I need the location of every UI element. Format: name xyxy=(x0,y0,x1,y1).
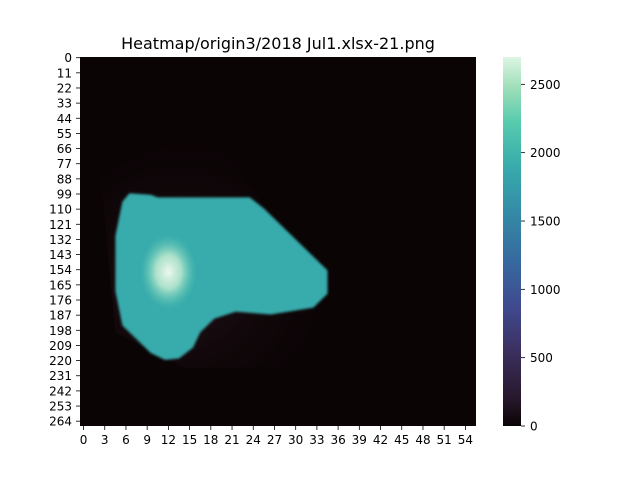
x-tick-label: 39 xyxy=(352,433,367,447)
y-tick-label: 33 xyxy=(57,97,72,111)
x-tick-label: 27 xyxy=(267,433,282,447)
x-tick-label: 54 xyxy=(458,433,473,447)
y-tick-label: 77 xyxy=(57,157,72,171)
y-tick-label: 176 xyxy=(49,294,72,308)
y-tick-label: 121 xyxy=(49,218,72,232)
x-tick-label: 9 xyxy=(143,433,151,447)
x-tick-label: 45 xyxy=(394,433,409,447)
x-tick-label: 15 xyxy=(182,433,197,447)
y-tick-label: 55 xyxy=(57,127,72,141)
colorbar xyxy=(503,57,521,426)
x-tick-label: 3 xyxy=(101,433,109,447)
y-tick-label: 132 xyxy=(49,233,72,247)
y-tick-label: 66 xyxy=(57,142,72,156)
heatmap-region-hot-core xyxy=(140,234,197,309)
y-tick-label: 264 xyxy=(49,415,72,429)
y-tick-label: 198 xyxy=(49,324,72,338)
x-tick-label: 42 xyxy=(373,433,388,447)
y-tick-label: 22 xyxy=(57,81,72,95)
y-tick-label: 88 xyxy=(57,172,72,186)
x-tick-label: 30 xyxy=(288,433,303,447)
colorbar-tick-label: 2500 xyxy=(530,78,561,92)
x-tick-label: 33 xyxy=(309,433,324,447)
colorbar-tick-label: 1000 xyxy=(530,283,561,297)
x-axis: 0 3 6 9 12 15 18 21 24 27 30 33 36 39 42 45 48 51 54 xyxy=(80,426,473,447)
x-tick-label: 6 xyxy=(122,433,130,447)
y-tick-label: 165 xyxy=(49,278,72,292)
y-tick-label: 253 xyxy=(49,400,72,414)
y-tick-label: 209 xyxy=(49,339,72,353)
x-tick-label: 51 xyxy=(437,433,452,447)
y-tick-label: 11 xyxy=(57,66,72,80)
x-tick-label: 21 xyxy=(224,433,239,447)
colorbar-tick-label: 2000 xyxy=(530,146,561,160)
x-tick-label: 18 xyxy=(203,433,218,447)
y-tick-label: 187 xyxy=(49,309,72,323)
y-tick-label: 231 xyxy=(49,369,72,383)
x-tick-label: 48 xyxy=(415,433,430,447)
y-tick-label: 220 xyxy=(49,354,72,368)
chart-title: Heatmap/origin3/2018 Jul1.xlsx-21.png xyxy=(121,34,435,53)
x-tick-label: 24 xyxy=(246,433,261,447)
y-tick-label: 143 xyxy=(49,248,72,262)
heatmap-regions xyxy=(101,117,363,369)
x-tick-label: 12 xyxy=(161,433,176,447)
x-tick-label: 36 xyxy=(330,433,345,447)
colorbar-axis: 0 500 1000 1500 2000 2500 xyxy=(521,78,561,434)
y-tick-label: 44 xyxy=(57,112,72,126)
y-tick-label: 0 xyxy=(64,51,72,65)
colorbar-tick-label: 500 xyxy=(530,351,553,365)
y-tick-label: 99 xyxy=(57,187,72,201)
y-tick-label: 154 xyxy=(49,263,72,277)
plot-area xyxy=(80,57,476,426)
y-tick-label: 242 xyxy=(49,384,72,398)
colorbar-tick-label: 0 xyxy=(530,420,538,434)
x-tick-label: 0 xyxy=(80,433,88,447)
y-tick-label: 110 xyxy=(49,203,72,217)
colorbar-tick-label: 1500 xyxy=(530,215,561,229)
